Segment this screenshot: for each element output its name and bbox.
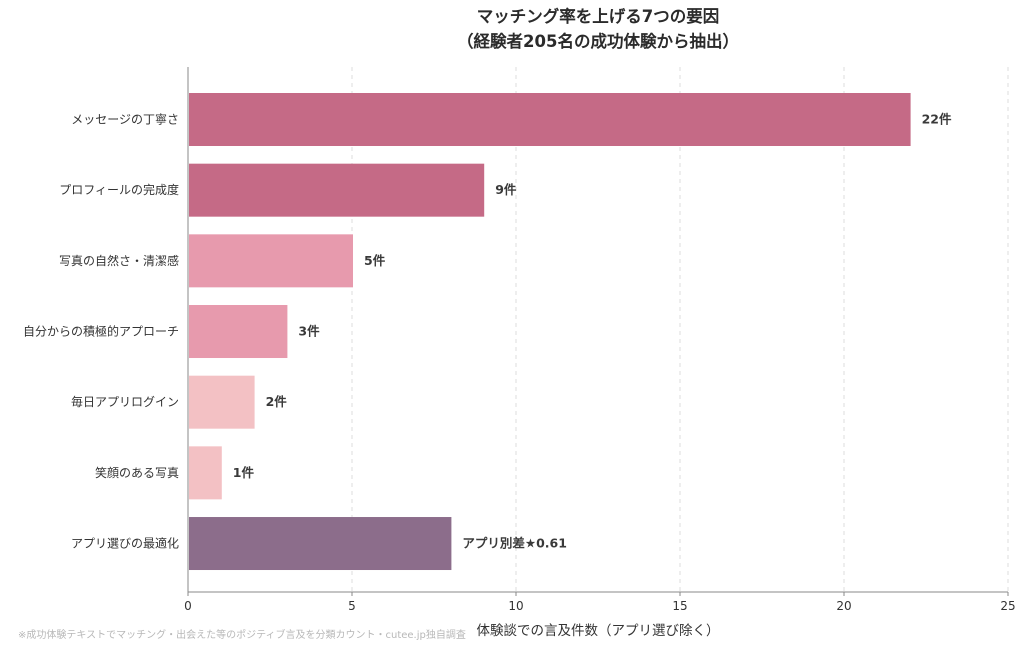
axes bbox=[187, 67, 1008, 593]
chart-title: マッチング率を上げる7つの要因 bbox=[477, 6, 719, 26]
data-label: 1件 bbox=[233, 465, 255, 480]
category-label: プロフィールの完成度 bbox=[59, 182, 179, 197]
bar bbox=[189, 234, 353, 288]
x-tick-label: 20 bbox=[836, 599, 851, 613]
category-label: 自分からの積極的アプローチ bbox=[23, 324, 179, 339]
data-label: 22件 bbox=[922, 112, 952, 127]
x-tick-label: 10 bbox=[508, 599, 523, 613]
category-label: メッセージの丁寧さ bbox=[71, 112, 179, 127]
data-label: 5件 bbox=[364, 253, 386, 268]
category-labels: メッセージの丁寧さプロフィールの完成度写真の自然さ・清潔感自分からの積極的アプロ… bbox=[23, 112, 179, 551]
data-label: 2件 bbox=[266, 394, 288, 409]
chart-subtitle: （経験者205名の成功体験から抽出） bbox=[457, 31, 739, 51]
footnote: ※成功体験テキストでマッチング・出会えた等のポジティブ言及を分類カウント・cut… bbox=[18, 628, 466, 641]
data-label: 3件 bbox=[298, 324, 320, 339]
category-label: アプリ選びの最適化 bbox=[71, 536, 179, 551]
bar bbox=[189, 446, 222, 500]
x-tick-label: 25 bbox=[1000, 599, 1015, 613]
category-label: 写真の自然さ・清潔感 bbox=[59, 253, 179, 268]
x-tick-label: 0 bbox=[184, 599, 192, 613]
x-axis-title: 体験談での言及件数（アプリ選び除く） bbox=[477, 623, 720, 639]
category-label: 毎日アプリログイン bbox=[71, 394, 179, 409]
bars bbox=[189, 93, 911, 571]
bar bbox=[189, 163, 485, 217]
bar bbox=[189, 375, 255, 429]
data-label: 9件 bbox=[495, 182, 517, 197]
x-tick-label: 5 bbox=[348, 599, 356, 613]
x-tick-label: 15 bbox=[672, 599, 687, 613]
category-label: 笑顔のある写真 bbox=[95, 465, 179, 480]
bar bbox=[189, 517, 452, 571]
bar bbox=[189, 305, 288, 359]
bar bbox=[189, 93, 911, 146]
data-label: アプリ別差★0.61 bbox=[462, 536, 567, 551]
x-ticks: 0 5 10 15 20 25 bbox=[184, 592, 1016, 613]
